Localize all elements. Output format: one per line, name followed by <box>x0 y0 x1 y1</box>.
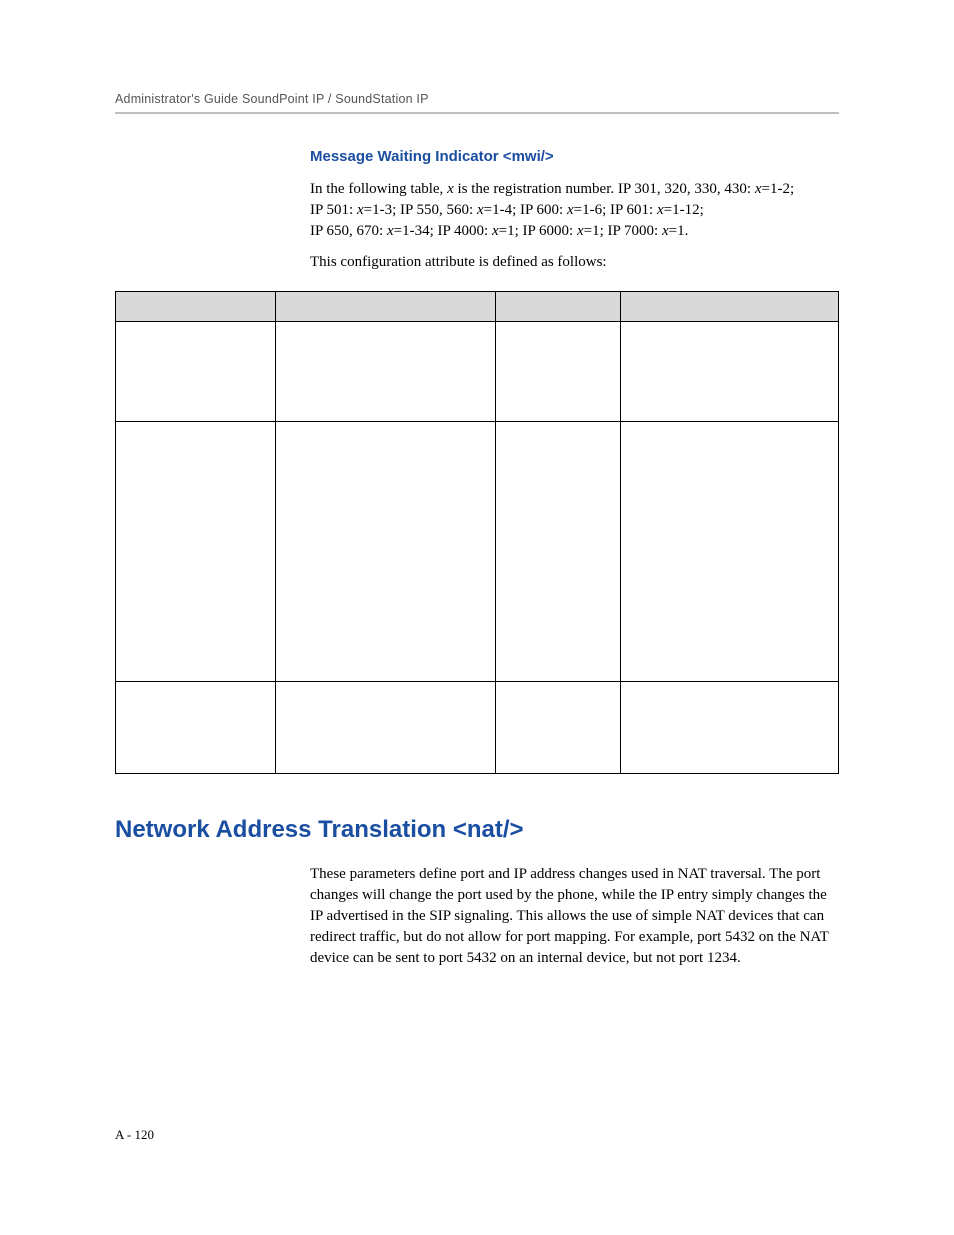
text: IP 501: <box>310 202 357 218</box>
table-cell <box>496 682 621 774</box>
nat-title: Network Address Translation <nat/> <box>115 816 839 844</box>
table-cell <box>116 422 276 682</box>
text: =1; IP 7000: <box>584 223 662 239</box>
mwi-intro: In the following table, x is the registr… <box>310 179 839 242</box>
table-header-row <box>116 292 839 322</box>
text: =1-34; IP 4000: <box>394 223 492 239</box>
text: =1. <box>669 223 689 239</box>
page-number: A - 120 <box>115 1127 154 1143</box>
var-x: x <box>357 202 364 218</box>
mwi-intro2: This configuration attribute is defined … <box>310 252 839 273</box>
table-cell <box>276 682 496 774</box>
var-x: x <box>567 202 574 218</box>
var-x: x <box>492 223 499 239</box>
table-header <box>276 292 496 322</box>
var-x: x <box>577 223 584 239</box>
table-row <box>116 322 839 422</box>
table-row <box>116 422 839 682</box>
table-cell <box>621 322 839 422</box>
table-cell <box>621 422 839 682</box>
table-header <box>116 292 276 322</box>
table-row <box>116 682 839 774</box>
var-x: x <box>447 181 454 197</box>
text: =1; IP 6000: <box>499 223 577 239</box>
nat-body: These parameters define port and IP addr… <box>310 864 839 969</box>
text: is the registration number. IP 301, 320,… <box>454 181 755 197</box>
config-table <box>115 291 839 774</box>
text: =1-2; <box>762 181 795 197</box>
text: =1-6; IP 601: <box>574 202 657 218</box>
table-cell <box>496 422 621 682</box>
running-header: Administrator's Guide SoundPoint IP / So… <box>115 92 839 106</box>
table-cell <box>116 682 276 774</box>
table-header <box>621 292 839 322</box>
var-x: x <box>662 223 669 239</box>
table-cell <box>496 322 621 422</box>
text: =1-4; IP 600: <box>484 202 567 218</box>
header-rule <box>115 112 839 114</box>
table-cell <box>116 322 276 422</box>
text: IP 650, 670: <box>310 223 387 239</box>
var-x: x <box>477 202 484 218</box>
table-cell <box>621 682 839 774</box>
table-cell <box>276 322 496 422</box>
text: =1-12; <box>664 202 704 218</box>
nat-body-block: These parameters define port and IP addr… <box>310 864 839 969</box>
text: In the following table, <box>310 181 447 197</box>
mwi-section: Message Waiting Indicator <mwi/> In the … <box>310 148 839 273</box>
table-header <box>496 292 621 322</box>
table-cell <box>276 422 496 682</box>
var-x: x <box>387 223 394 239</box>
text: =1-3; IP 550, 560: <box>364 202 477 218</box>
var-x: x <box>755 181 762 197</box>
var-x: x <box>657 202 664 218</box>
mwi-title: Message Waiting Indicator <mwi/> <box>310 148 839 165</box>
page: Administrator's Guide SoundPoint IP / So… <box>0 0 954 1235</box>
